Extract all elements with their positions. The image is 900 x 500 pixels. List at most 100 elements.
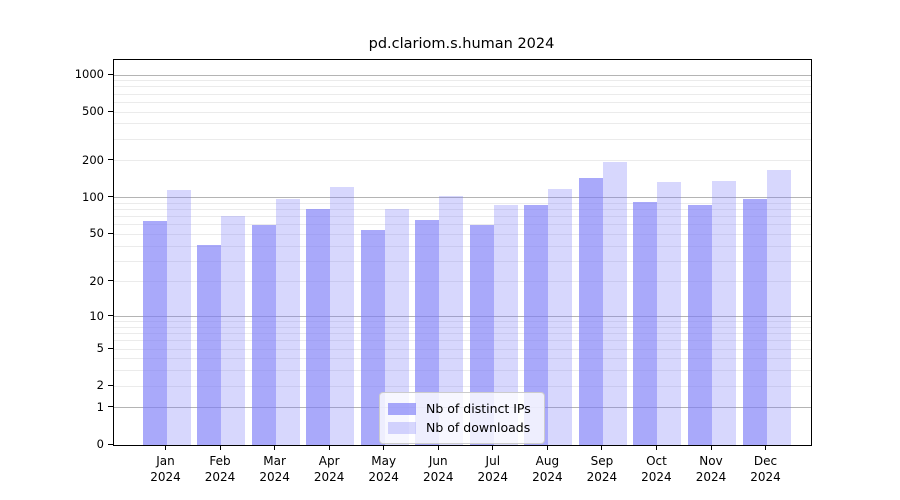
x-tick-label-8: Sep 2024 xyxy=(586,454,618,484)
x-tick-label-2: Mar 2024 xyxy=(259,454,290,484)
y-tick-label-50: 50 xyxy=(89,226,104,241)
gridline-40 xyxy=(114,245,811,247)
y-tick-mark-50 xyxy=(108,232,113,234)
y-tick-label-2: 2 xyxy=(96,378,104,393)
y-tick-label-1: 1 xyxy=(96,399,104,414)
gridline-500 xyxy=(114,111,811,113)
x-tick-label-0: Jan 2024 xyxy=(150,454,181,484)
x-tick-label-11: Dec 2024 xyxy=(750,454,781,484)
x-tick-mark-10 xyxy=(710,445,712,450)
x-tick-mark-1 xyxy=(219,445,221,450)
x-tick-label-5: Jun 2024 xyxy=(422,454,454,484)
bar-downloads xyxy=(657,182,682,445)
legend-label-downloads: Nb of downloads xyxy=(426,420,531,435)
x-tick-label-3: Apr 2024 xyxy=(313,454,345,484)
chart-title: pd.clariom.s.human 2024 xyxy=(368,36,555,52)
y-tick-mark-10 xyxy=(108,315,113,317)
y-tick-mark-5 xyxy=(108,347,113,349)
gridline-5 xyxy=(114,348,811,350)
gridline-300 xyxy=(114,138,811,140)
bar-downloads xyxy=(221,215,246,445)
x-tick-mark-8 xyxy=(601,445,603,450)
gridline-2 xyxy=(114,385,811,387)
y-tick-mark-1 xyxy=(108,406,113,408)
gridline-70 xyxy=(114,216,811,218)
legend: Nb of distinct IPs Nb of downloads xyxy=(379,392,545,444)
gridline-20 xyxy=(114,281,811,283)
y-tick-label-200: 200 xyxy=(82,152,104,167)
bar-distinct-ips xyxy=(306,209,331,445)
bar-downloads xyxy=(275,198,300,445)
y-tick-mark-20 xyxy=(108,280,113,282)
y-tick-mark-100 xyxy=(108,196,113,198)
y-tick-mark-500 xyxy=(108,110,113,112)
y-tick-label-20: 20 xyxy=(89,273,104,288)
gridline-100 xyxy=(114,197,811,199)
bar-downloads xyxy=(712,181,736,445)
gridline-700 xyxy=(114,93,811,95)
bar-downloads xyxy=(166,189,191,445)
gridline-1000 xyxy=(114,74,811,76)
y-tick-mark-0 xyxy=(108,443,113,445)
bar-distinct-ips xyxy=(197,244,222,445)
bar-downloads xyxy=(330,186,355,445)
x-tick-mark-6 xyxy=(492,445,494,450)
x-tick-label-9: Oct 2024 xyxy=(641,454,672,484)
y-tick-label-10: 10 xyxy=(89,308,104,323)
y-tick-mark-1000 xyxy=(108,73,113,75)
gridline-50 xyxy=(114,233,811,235)
legend-label-distinct-ips: Nb of distinct IPs xyxy=(426,401,531,416)
x-tick-label-1: Feb 2024 xyxy=(204,454,236,484)
x-tick-mark-5 xyxy=(437,445,439,450)
legend-swatch-downloads xyxy=(388,421,416,434)
bar-distinct-ips xyxy=(688,204,712,445)
x-tick-mark-9 xyxy=(655,445,657,450)
x-tick-mark-4 xyxy=(383,445,385,450)
bar-distinct-ips xyxy=(142,221,167,445)
y-tick-mark-2 xyxy=(108,384,113,386)
bar-distinct-ips xyxy=(578,178,603,445)
gridline-30 xyxy=(114,260,811,262)
x-tick-mark-7 xyxy=(546,445,548,450)
x-tick-mark-3 xyxy=(328,445,330,450)
x-tick-mark-2 xyxy=(274,445,276,450)
x-tick-label-7: Aug 2024 xyxy=(532,454,563,484)
y-tick-label-5: 5 xyxy=(96,341,104,356)
x-tick-mark-0 xyxy=(165,445,166,450)
gridline-400 xyxy=(114,123,811,125)
x-tick-label-10: Nov 2024 xyxy=(695,454,727,484)
gridline-80 xyxy=(114,209,811,211)
y-tick-label-500: 500 xyxy=(82,104,104,119)
gridline-800 xyxy=(114,86,811,88)
bar-downloads xyxy=(602,162,627,445)
x-tick-mark-11 xyxy=(765,445,767,450)
bar-downloads xyxy=(766,169,791,445)
gridline-3 xyxy=(114,370,811,372)
y-tick-label-100: 100 xyxy=(82,189,104,204)
gridline-6 xyxy=(114,340,811,342)
bar-distinct-ips xyxy=(742,198,767,445)
gridline-4 xyxy=(114,358,811,360)
bar-distinct-ips xyxy=(251,224,276,445)
y-tick-mark-200 xyxy=(108,159,113,161)
x-tick-label-6: Jul 2024 xyxy=(477,454,509,484)
gridline-60 xyxy=(114,224,811,226)
y-tick-label-0: 0 xyxy=(96,437,104,451)
legend-swatch-distinct-ips xyxy=(388,402,416,415)
bar-downloads xyxy=(548,189,573,445)
bar-distinct-ips xyxy=(633,202,658,445)
gridline-8 xyxy=(114,326,811,328)
gridline-10 xyxy=(114,316,811,318)
gridline-200 xyxy=(114,160,811,162)
gridline-7 xyxy=(114,333,811,335)
legend-row-downloads: Nb of downloads xyxy=(388,418,536,437)
y-tick-label-1000: 1000 xyxy=(74,67,104,81)
gridline-600 xyxy=(114,101,811,103)
gridline-90 xyxy=(114,202,811,204)
gridline-900 xyxy=(114,80,811,82)
plot-area xyxy=(113,59,812,446)
gridline-9 xyxy=(114,321,811,323)
x-tick-label-4: May 2024 xyxy=(368,454,399,484)
legend-row-distinct-ips: Nb of distinct IPs xyxy=(388,399,536,418)
